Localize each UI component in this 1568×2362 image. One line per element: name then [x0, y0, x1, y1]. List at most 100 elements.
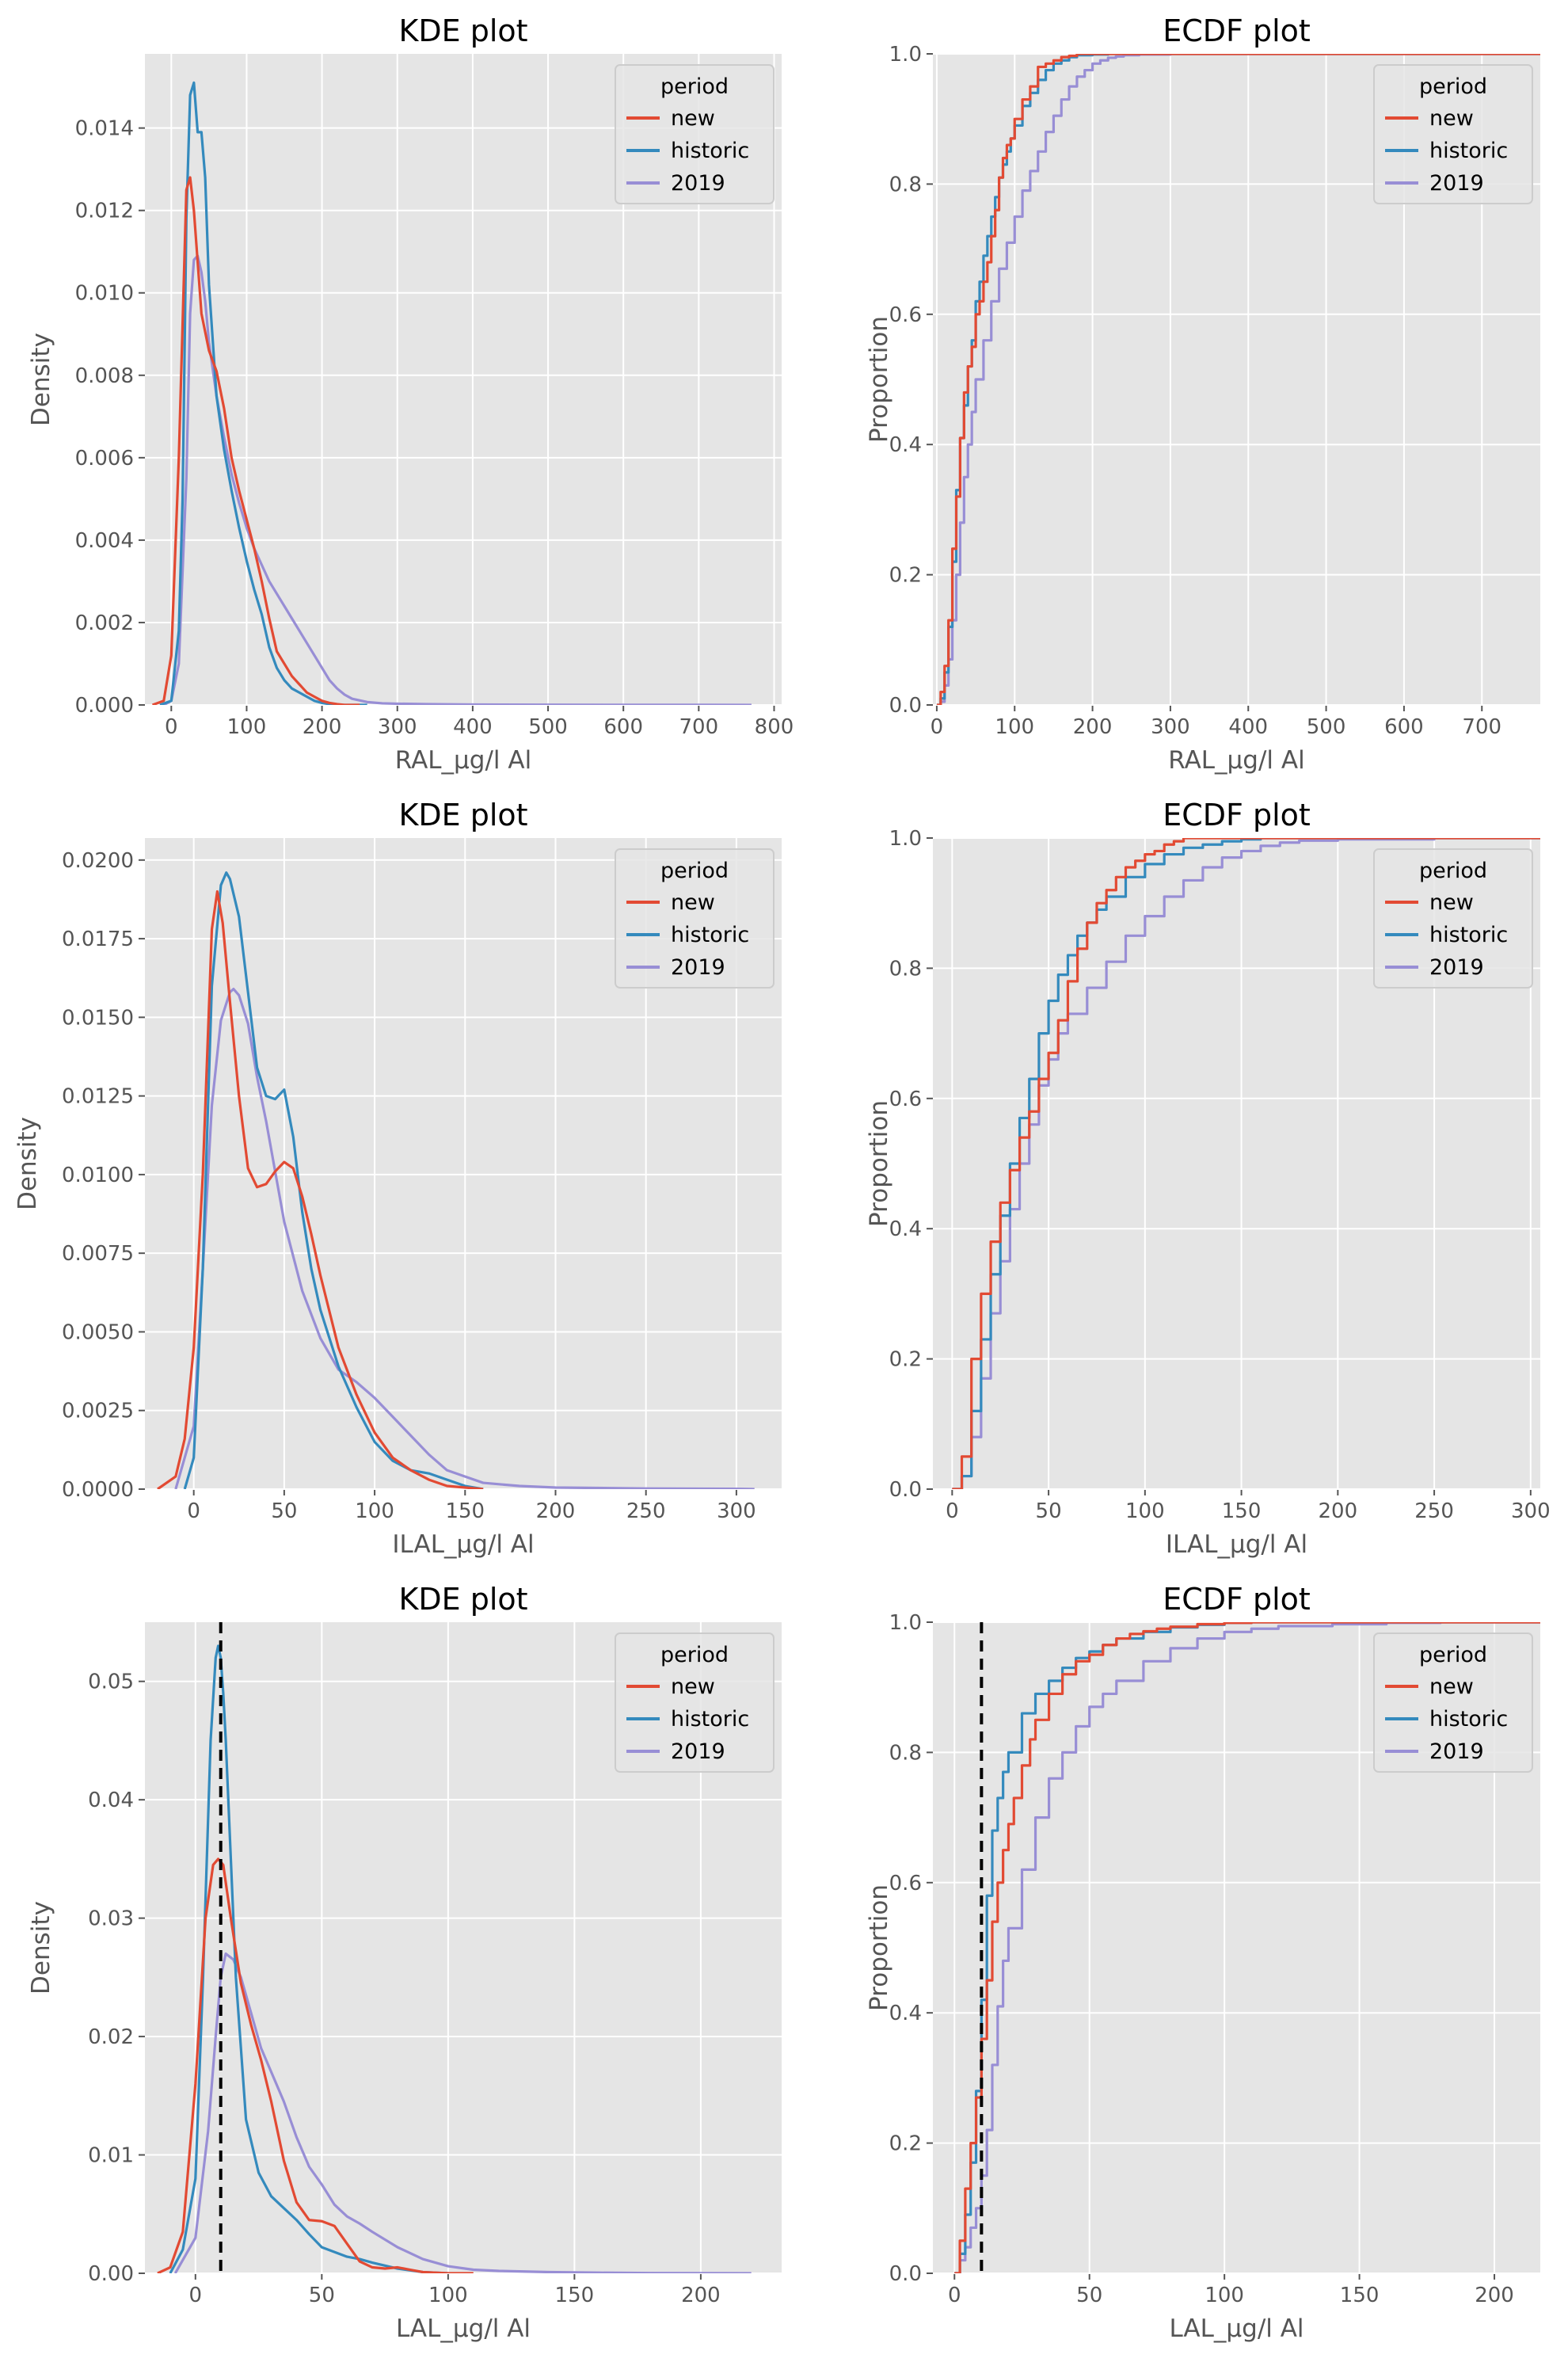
legend-title: period: [660, 859, 729, 883]
y-axis-label: Density: [27, 333, 55, 426]
legend-title: period: [660, 1643, 729, 1667]
legend-box: [1373, 1632, 1533, 1773]
y-tick-label: 0.0000: [62, 1478, 134, 1502]
x-axis-label: RAL_µg/l Al: [1168, 746, 1304, 775]
y-tick-label: 0.004: [75, 529, 134, 553]
x-tick-label: 600: [1384, 715, 1424, 739]
x-tick-label: 50: [1076, 2284, 1102, 2307]
y-tick-label: 0.0125: [62, 1085, 134, 1109]
x-tick-label: 300: [1151, 715, 1190, 739]
y-tick-label: 0.01: [88, 2144, 134, 2168]
series-line-new: [151, 176, 360, 705]
chart-title: ECDF plot: [1163, 13, 1311, 48]
legend: period new historic 2019: [1373, 1632, 1533, 1773]
legend-title: period: [1419, 859, 1487, 883]
y-tick-label: 0.0075: [62, 1242, 134, 1266]
x-tick-label: 0: [187, 1499, 200, 1523]
x-tick-label: 200: [681, 2284, 721, 2307]
chart-panel-3: 0 50 100 150 200 250 300 0.0000 0.0025 0.0050 0.00…: [13, 798, 782, 1559]
legend-label-new: new: [1429, 1674, 1474, 1699]
y-tick-label: 0.002: [75, 611, 134, 635]
x-tick-label: 200: [1073, 715, 1113, 739]
series-line-historic: [936, 54, 1540, 705]
y-tick-label: 0.8: [889, 1741, 922, 1765]
legend-label-historic: historic: [671, 139, 749, 163]
x-tick-label: 500: [1307, 715, 1346, 739]
series-line-new: [157, 890, 484, 1489]
chart-panel-2: 0 100 200 300 400 500 600 700 0.0 0.2 0.4 0.6 0.8 1.0…: [865, 13, 1540, 775]
y-tick-label: 0.2: [889, 1348, 922, 1372]
y-tick-label: 0.00: [88, 2262, 134, 2286]
y-tick-label: 0.05: [88, 1671, 134, 1694]
y-tick-label: 0.0100: [62, 1164, 134, 1187]
legend-label-historic: historic: [1429, 923, 1508, 947]
legend-label-2019: 2019: [671, 1739, 725, 1764]
x-tick-label: 200: [303, 715, 342, 739]
series-line-historic: [159, 81, 367, 705]
y-axis-label: Density: [27, 1901, 55, 1994]
legend: period new historic 2019: [1373, 64, 1533, 204]
y-tick-label: 0.8: [889, 173, 922, 196]
x-tick-label: 0: [948, 2284, 961, 2307]
x-tick-label: 200: [1319, 1499, 1358, 1523]
y-tick-label: 1.0: [889, 827, 922, 851]
y-tick-label: 0.0: [889, 694, 922, 718]
legend-label-new: new: [1429, 890, 1474, 915]
series-line-historic: [952, 838, 1540, 1489]
x-tick-label: 0: [165, 715, 178, 739]
x-tick-label: 400: [453, 715, 493, 739]
x-tick-label: 50: [309, 2284, 335, 2307]
x-tick-label: 300: [1511, 1499, 1551, 1523]
x-tick-label: 50: [271, 1499, 297, 1523]
chart-title: KDE plot: [398, 798, 527, 832]
x-tick-label: 150: [555, 2284, 595, 2307]
y-tick-label: 0.04: [88, 1789, 134, 1812]
chart-title: KDE plot: [398, 13, 527, 48]
legend: period new historic 2019: [615, 64, 774, 204]
x-tick-label: 700: [1462, 715, 1501, 739]
y-tick-label: 0.4: [889, 2002, 922, 2025]
chart-title: KDE plot: [398, 1582, 527, 1617]
x-axis-label: ILAL_µg/l Al: [1166, 1530, 1307, 1559]
x-axis-label: LAL_µg/l Al: [396, 2314, 531, 2343]
legend-label-new: new: [671, 1674, 715, 1699]
x-tick-label: 250: [626, 1499, 666, 1523]
series-line-new: [157, 1857, 474, 2273]
x-tick-label: 250: [1414, 1499, 1454, 1523]
x-tick-label: 100: [227, 715, 267, 739]
y-axis-label: Density: [13, 1117, 42, 1210]
legend: period new historic 2019: [615, 1632, 774, 1773]
y-axis-label: Proportion: [865, 1100, 893, 1227]
x-tick-label: 150: [1340, 2284, 1380, 2307]
x-tick-label: 150: [445, 1499, 485, 1523]
y-axis-label: Proportion: [865, 1884, 893, 2011]
x-tick-label: 800: [755, 715, 794, 739]
x-tick-label: 0: [931, 715, 944, 739]
legend-label-2019: 2019: [671, 955, 725, 980]
x-tick-label: 200: [1475, 2284, 1514, 2307]
x-tick-label: 700: [679, 715, 719, 739]
y-tick-label: 0.2: [889, 564, 922, 588]
chart-panel-5: 0 50 100 150 200 0.00 0.01 0.02 0.03 0.04 0.05 KDE …: [27, 1582, 782, 2343]
x-tick-label: 100: [355, 1499, 394, 1523]
y-tick-label: 0.6: [889, 1872, 922, 1895]
series-line-2019: [174, 988, 755, 1489]
x-axis-label: ILAL_µg/l Al: [392, 1530, 534, 1559]
legend-label-new: new: [671, 106, 715, 131]
y-tick-label: 0.012: [75, 200, 134, 223]
y-tick-label: 0.0150: [62, 1006, 134, 1030]
x-tick-label: 300: [717, 1499, 756, 1523]
series-group: [952, 838, 1540, 1489]
y-tick-label: 0.8: [889, 957, 922, 981]
series-line-2019: [173, 1952, 752, 2273]
y-tick-label: 0.02: [88, 2025, 134, 2049]
y-tick-label: 1.0: [889, 43, 922, 67]
legend-label-2019: 2019: [1429, 1739, 1484, 1764]
x-tick-label: 100: [1205, 2284, 1244, 2307]
legend-box: [1373, 64, 1533, 204]
legend-label-historic: historic: [1429, 139, 1508, 163]
legend-label-historic: historic: [671, 1707, 749, 1731]
legend-label-new: new: [1429, 106, 1474, 131]
y-tick-label: 0.0: [889, 1478, 922, 1502]
series-group: [936, 54, 1540, 705]
